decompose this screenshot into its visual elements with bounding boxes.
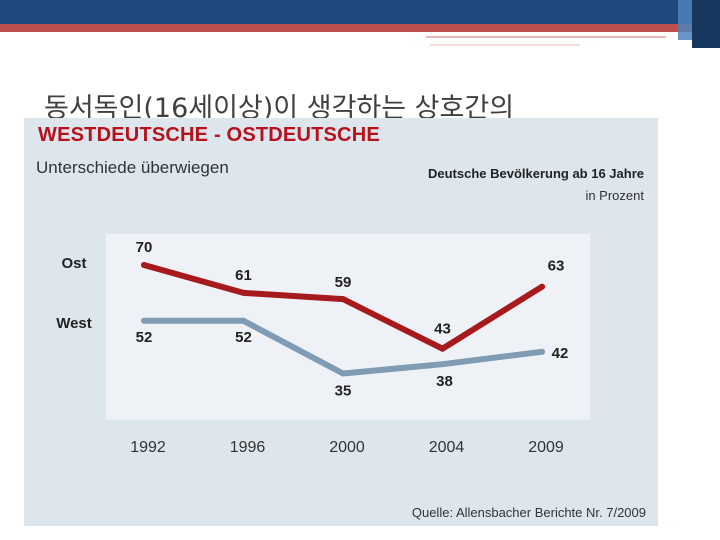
data-label: 63 <box>548 258 565 275</box>
header-stripe <box>0 24 720 32</box>
data-label: 61 <box>235 267 252 284</box>
x-tick-label: 2009 <box>528 439 564 456</box>
chart-source: Quelle: Allensbacher Berichte Nr. 7/2009 <box>411 505 646 520</box>
data-label: 52 <box>136 329 153 346</box>
x-tick-label: 1996 <box>230 439 266 456</box>
data-label: 70 <box>136 239 153 256</box>
header-band <box>0 0 720 24</box>
header-accent-line <box>426 36 666 38</box>
data-label: 38 <box>436 373 453 390</box>
slide-title: 동서독인(16세이상)이 생각하는 상호간의 <box>44 93 515 118</box>
plot-area <box>106 234 590 420</box>
data-label: 42 <box>552 345 569 362</box>
legend-west: West <box>56 315 92 332</box>
data-point <box>340 370 346 377</box>
data-label: 43 <box>434 321 451 338</box>
data-point <box>141 262 147 268</box>
data-point <box>141 317 147 324</box>
chart-title: WESTDEUTSCHE - OSTDEUTSCHE <box>38 124 380 146</box>
data-point <box>240 317 247 324</box>
header-accent-block <box>678 0 692 40</box>
legend-ost: Ost <box>61 255 86 272</box>
data-label: 52 <box>235 329 252 346</box>
header-accent-line-short <box>430 44 580 46</box>
data-point <box>539 283 545 290</box>
data-point <box>439 361 446 368</box>
x-tick-label: 1992 <box>130 439 166 456</box>
data-label: 35 <box>335 383 352 400</box>
x-tick-label: 2004 <box>429 439 465 456</box>
chart-unit: in Prozent <box>585 188 644 203</box>
data-point <box>539 348 545 355</box>
chart-subtitle: Unterschiede überwiegen <box>36 158 229 177</box>
header-corner-block <box>692 0 720 48</box>
chart-panel: WESTDEUTSCHE - OSTDEUTSCHE Unterschiede … <box>24 118 658 526</box>
data-point <box>240 289 247 296</box>
x-tick-label: 2000 <box>329 439 365 456</box>
data-label: 59 <box>335 274 352 291</box>
chart-caption: Deutsche Bevölkerung ab 16 Jahre <box>427 166 644 181</box>
data-point <box>439 345 446 352</box>
data-point <box>340 296 346 303</box>
chart-plot: 1992 1996 2000 2004 2009 70 61 59 43 63 Ost 52 52 35 3… <box>56 234 590 456</box>
